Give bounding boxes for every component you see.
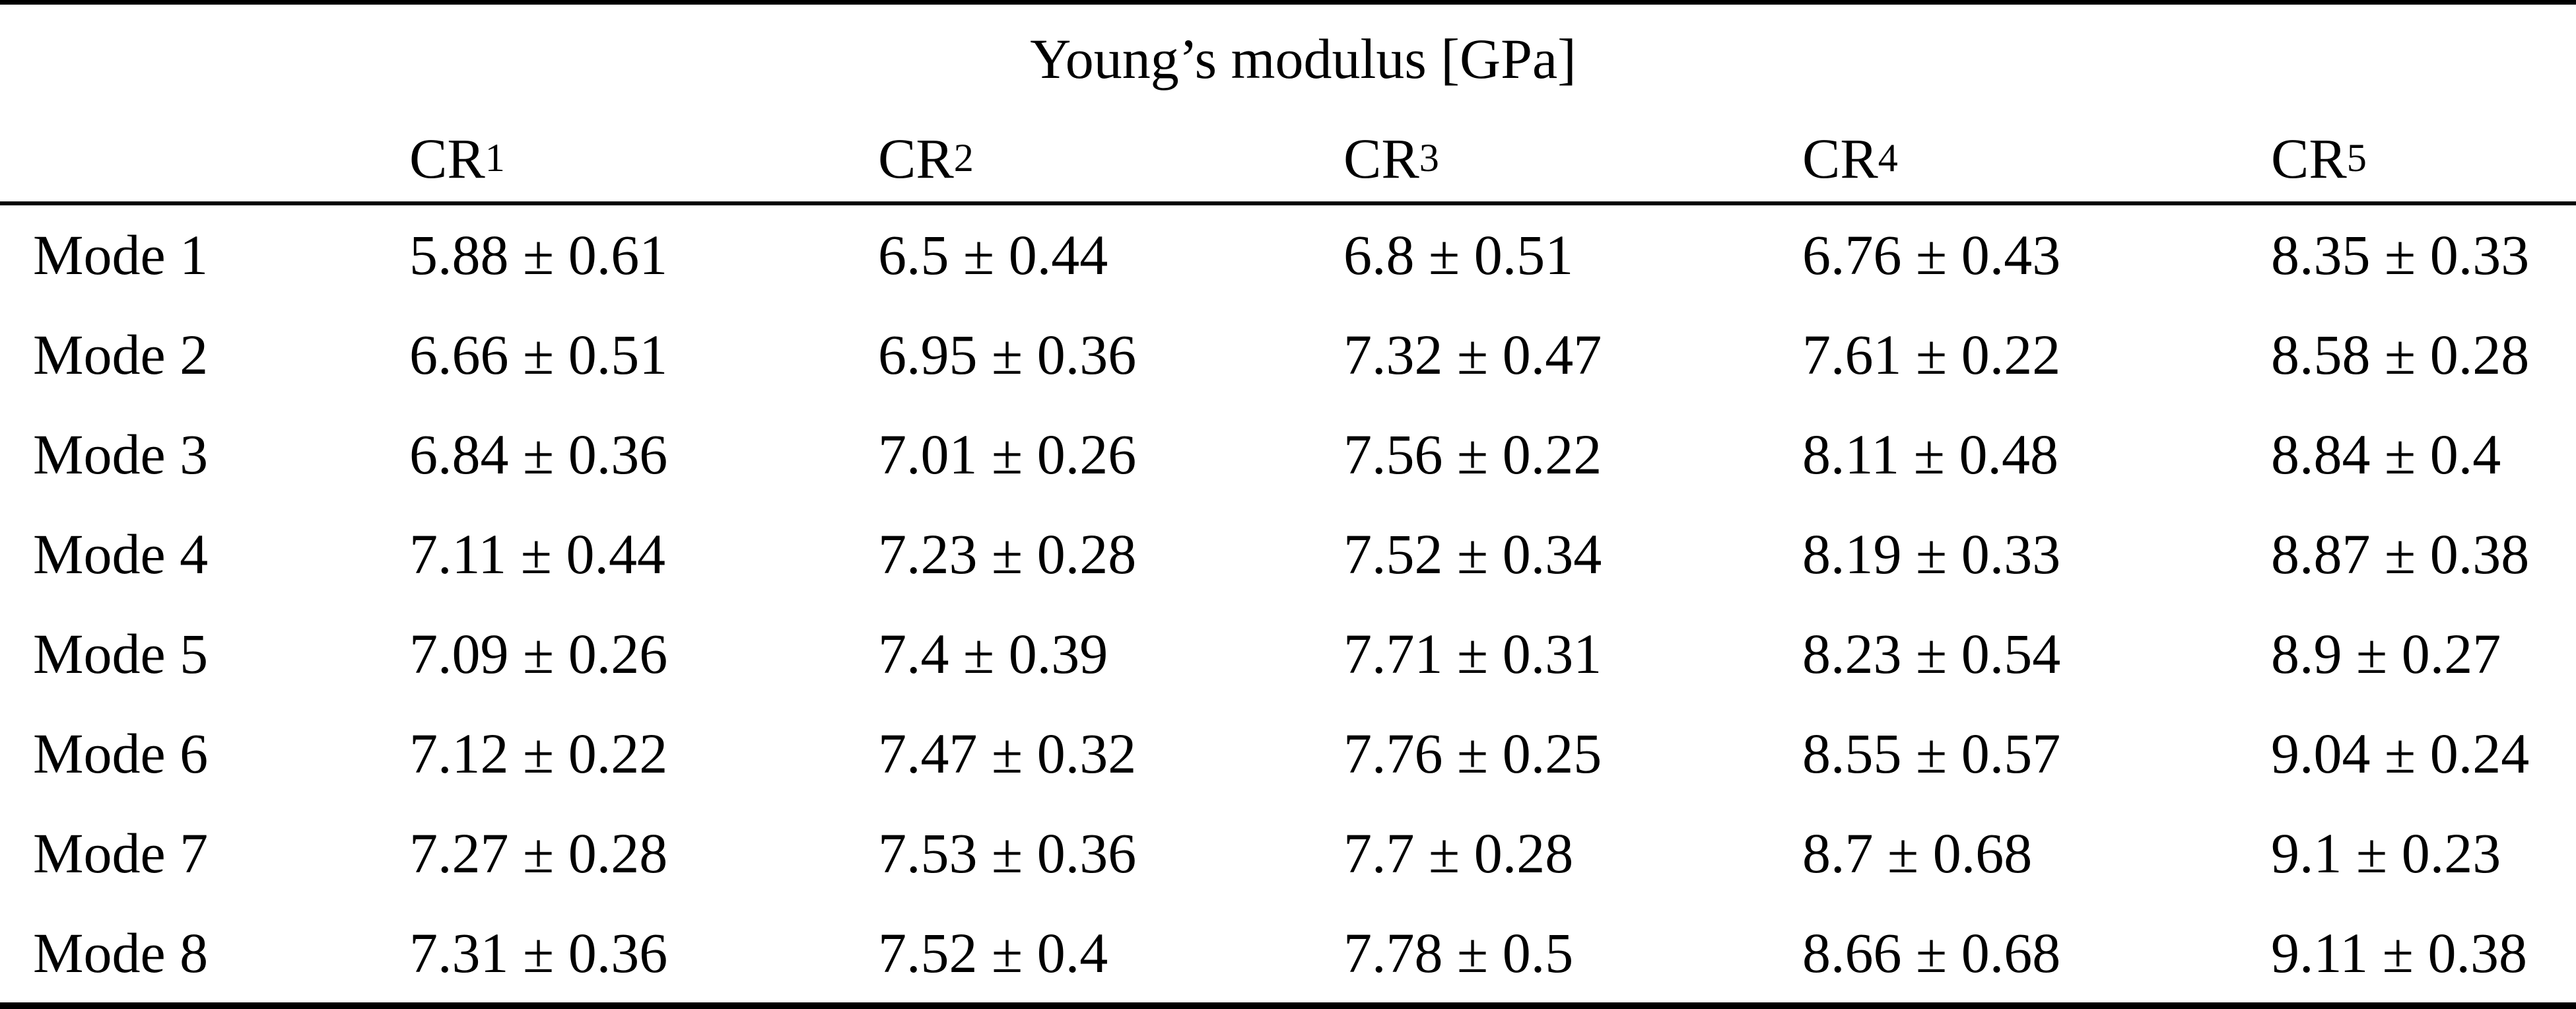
table-cell: 8.35 ± 0.33 <box>2271 223 2530 287</box>
table-cell: 8.66 ± 0.68 <box>1802 921 2061 985</box>
column-header-label: CR <box>878 127 954 190</box>
table-cell: 9.1 ± 0.23 <box>2271 821 2501 885</box>
table-cell: 6.66 ± 0.51 <box>409 323 668 387</box>
table-title: Young’s modulus [GPa] <box>1030 27 1576 90</box>
table-cell: 7.7 ± 0.28 <box>1343 821 1574 885</box>
row-label: Mode 3 <box>33 423 209 487</box>
row-label: Mode 4 <box>33 522 209 586</box>
column-header-empty <box>0 101 376 201</box>
header-rule <box>0 201 2576 205</box>
column-header-cr3: CR 3 <box>1343 127 1439 190</box>
row-label: Mode 5 <box>33 621 209 685</box>
top-rule <box>0 0 2576 5</box>
table-cell: 6.8 ± 0.51 <box>1343 223 1574 287</box>
table-cell: 7.56 ± 0.22 <box>1343 423 1602 487</box>
table-cell: 7.76 ± 0.25 <box>1343 721 1602 785</box>
column-header-cr4: CR 4 <box>1802 127 1898 190</box>
row-label: Mode 7 <box>33 821 209 885</box>
row-label: Mode 1 <box>33 223 209 287</box>
table-cell: 8.58 ± 0.28 <box>2271 323 2530 387</box>
table-cell: 7.53 ± 0.36 <box>878 821 1137 885</box>
table-cell: 6.95 ± 0.36 <box>878 323 1137 387</box>
column-header-label: CR <box>2271 127 2347 190</box>
table-cell: 7.61 ± 0.22 <box>1802 323 2061 387</box>
column-header-cr5: CR 5 <box>2271 127 2367 190</box>
table-cell: 7.52 ± 0.34 <box>1343 522 1602 586</box>
table-cell: 9.04 ± 0.24 <box>2271 721 2530 785</box>
table-cell: 7.71 ± 0.31 <box>1343 621 1602 685</box>
table-cell: 6.5 ± 0.44 <box>878 223 1108 287</box>
row-label: Mode 8 <box>33 921 209 985</box>
table-cell: 8.23 ± 0.54 <box>1802 621 2061 685</box>
table-cell: 7.32 ± 0.47 <box>1343 323 1602 387</box>
table-cell: 7.31 ± 0.36 <box>409 921 668 985</box>
table-cell: 7.12 ± 0.22 <box>409 721 668 785</box>
table-cell: 8.87 ± 0.38 <box>2271 522 2530 586</box>
table-cell: 7.11 ± 0.44 <box>409 522 666 586</box>
table-cell: 9.11 ± 0.38 <box>2271 921 2528 985</box>
table-cell: 8.84 ± 0.4 <box>2271 423 2501 487</box>
table-cell: 7.27 ± 0.28 <box>409 821 668 885</box>
table-cell: 7.78 ± 0.5 <box>1343 921 1574 985</box>
column-header-label: CR <box>409 127 485 190</box>
table-cell: 7.23 ± 0.28 <box>878 522 1137 586</box>
column-header-label: CR <box>1802 127 1878 190</box>
column-header-cr2: CR 2 <box>878 127 974 190</box>
row-label: Mode 6 <box>33 721 209 785</box>
table-cell: 7.52 ± 0.4 <box>878 921 1108 985</box>
table-cell: 7.47 ± 0.32 <box>878 721 1137 785</box>
table-cell: 7.01 ± 0.26 <box>878 423 1137 487</box>
bottom-rule <box>0 1002 2576 1009</box>
table-cell: 8.55 ± 0.57 <box>1802 721 2061 785</box>
table-cell: 7.4 ± 0.39 <box>878 621 1108 685</box>
table-cell: 7.09 ± 0.26 <box>409 621 668 685</box>
row-label: Mode 2 <box>33 323 209 387</box>
table-cell: 6.76 ± 0.43 <box>1802 223 2061 287</box>
table-cell: 6.84 ± 0.36 <box>409 423 668 487</box>
table-cell: 8.9 ± 0.27 <box>2271 621 2501 685</box>
table-cell: 8.7 ± 0.68 <box>1802 821 2033 885</box>
column-header-label: CR <box>1343 127 1419 190</box>
table-cell: 8.11 ± 0.48 <box>1802 423 2059 487</box>
table-cell: 5.88 ± 0.61 <box>409 223 668 287</box>
table-cell: 8.19 ± 0.33 <box>1802 522 2061 586</box>
column-header-cr1: CR 1 <box>409 127 505 190</box>
